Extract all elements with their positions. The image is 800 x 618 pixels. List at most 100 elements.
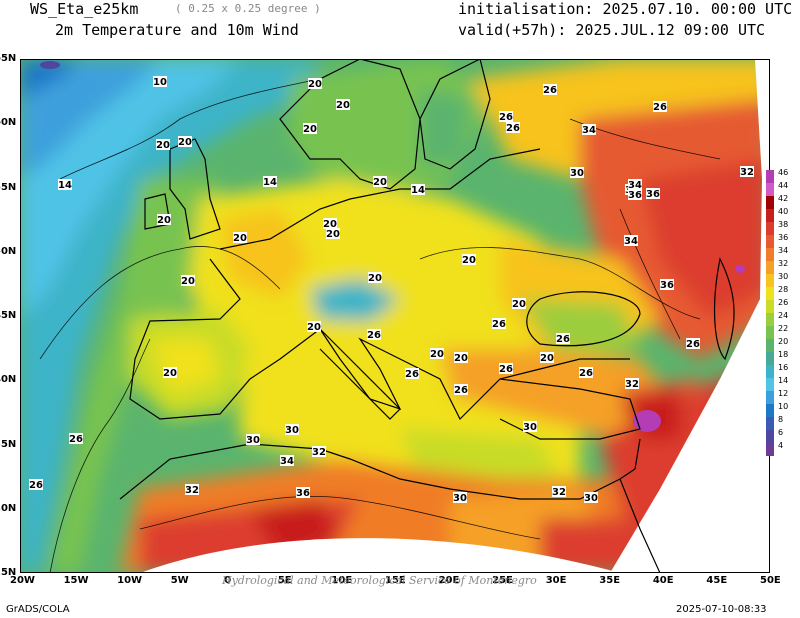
colorbar-label: 4 <box>778 441 784 450</box>
colorbar-label: 8 <box>778 415 784 424</box>
contour-label: 30 <box>584 493 598 504</box>
contour-label: 26 <box>367 330 381 341</box>
lon-tick-label: 5E <box>277 575 292 586</box>
contour-label: 26 <box>556 334 570 345</box>
contour-label-bg <box>625 378 639 389</box>
contour-label: 34 <box>628 180 642 191</box>
contour-label-bg <box>454 352 468 363</box>
model-name: WS_Eta_e25km <box>30 0 139 18</box>
lon-tick-label: 35E <box>599 575 621 586</box>
colorbar-swatch <box>766 313 774 326</box>
colorbar-label: 30 <box>778 272 789 281</box>
lon-tick-label: 45E <box>706 575 728 586</box>
contour-label: 26 <box>69 434 83 445</box>
contour-label-bg <box>628 179 642 190</box>
colorbar-label: 26 <box>778 298 789 307</box>
contour-label: 34 <box>624 236 638 247</box>
contour-label: 26 <box>653 102 667 113</box>
contour-label: 20 <box>308 79 322 90</box>
lat-tick-label: 45N <box>0 310 17 321</box>
colorbar-swatch <box>766 209 774 222</box>
grid-resolution: ( 0.25 x 0.25 degree ) <box>175 2 321 15</box>
lon-tick-label: 25E <box>492 575 513 586</box>
contour-label: 20 <box>326 229 340 240</box>
contour-label-bg <box>624 235 638 246</box>
lat-tick-label: 65N <box>0 53 17 64</box>
contour-label: 20 <box>163 368 177 379</box>
colorbar-swatch <box>766 391 774 404</box>
colorbar-label: 6 <box>778 428 784 437</box>
contour-label-bg <box>454 384 468 395</box>
contour-label-bg <box>303 123 317 134</box>
lon-tick-label: 0 <box>224 575 232 586</box>
colorbar-swatch <box>766 261 774 274</box>
colorbar-label: 46 <box>778 168 789 177</box>
contour-label-bg <box>181 275 195 286</box>
contour-label: 20 <box>307 322 321 333</box>
colorbar-label: 22 <box>778 324 789 333</box>
colorbar-label: 32 <box>778 259 789 268</box>
lon-tick-label: 50E <box>760 575 781 586</box>
lat-tick-label: 60N <box>0 117 17 129</box>
contour-label-bg <box>29 479 43 490</box>
field-title: 2m Temperature and 10m Wind <box>55 21 299 39</box>
contour-label: 20 <box>462 255 476 266</box>
contour-label: 36 <box>628 190 642 201</box>
contour-label: 30 <box>246 435 260 446</box>
contour-label: 20 <box>233 233 247 244</box>
contour-label-bg <box>543 84 557 95</box>
colorbar-swatch <box>766 339 774 352</box>
contour-label-bg <box>499 363 513 374</box>
colorbar-swatch <box>766 365 774 378</box>
colorbar-swatch <box>766 196 774 209</box>
contour-label-bg <box>246 434 260 445</box>
contour-label-bg <box>430 348 444 359</box>
contour-label-bg <box>462 254 476 265</box>
contour-label: 34 <box>582 125 596 136</box>
contour-label: 20 <box>323 219 337 230</box>
contour-label: 20 <box>373 177 387 188</box>
contour-label: 26 <box>454 385 468 396</box>
lat-tick-label: 25N <box>0 567 17 578</box>
contour-label: 20 <box>156 140 170 151</box>
colorbar-label: 14 <box>778 376 789 385</box>
contour-label-bg <box>58 179 72 190</box>
contour-label-bg <box>307 321 321 332</box>
contour-label-bg <box>492 318 506 329</box>
contour-label: 36 <box>296 488 310 499</box>
contour-label-bg <box>263 176 277 187</box>
contour-label-bg <box>584 492 598 503</box>
contour-label: 32 <box>312 447 326 458</box>
colorbar-swatch <box>766 430 774 443</box>
contour-label: 32 <box>185 485 199 496</box>
colorbar-label: 40 <box>778 207 789 216</box>
lon-tick-label: 10E <box>331 575 353 586</box>
contour-label-bg <box>178 136 192 147</box>
contour-label-bg <box>285 424 299 435</box>
contour-label: 26 <box>499 112 513 123</box>
contour-label-bg <box>326 228 340 239</box>
colorbar-swatch <box>766 404 774 417</box>
contour-label: 34 <box>280 456 294 467</box>
contour-label-bg <box>368 272 382 283</box>
contour-label: 20 <box>181 276 195 287</box>
service-credit: Hydrological and Meteorological Service … <box>222 574 537 587</box>
contour-label: 20 <box>303 124 317 135</box>
init-time: initialisation: 2025.07.10. 00:00 UTC <box>458 0 793 18</box>
colorbar-label: 10 <box>778 402 789 411</box>
contour-label-bg <box>570 167 584 178</box>
colorbar-swatch <box>766 326 774 339</box>
contour-label: 20 <box>157 215 171 226</box>
contour-label: 20 <box>368 273 382 284</box>
contour-label: 10 <box>153 77 167 88</box>
lon-tick-label: 30E <box>545 575 567 586</box>
colorbar-label: 20 <box>778 337 789 346</box>
colorbar-label: 36 <box>778 233 789 242</box>
colorbar-label: 24 <box>778 311 789 320</box>
colorbar-swatch <box>766 235 774 248</box>
colorbar-swatch <box>766 222 774 235</box>
contour-label: 20 <box>178 137 192 148</box>
timestamp-label: 2025-07-10-08:33 <box>676 604 767 615</box>
contour-label-bg <box>308 78 322 89</box>
contour-label: 20 <box>512 299 526 310</box>
